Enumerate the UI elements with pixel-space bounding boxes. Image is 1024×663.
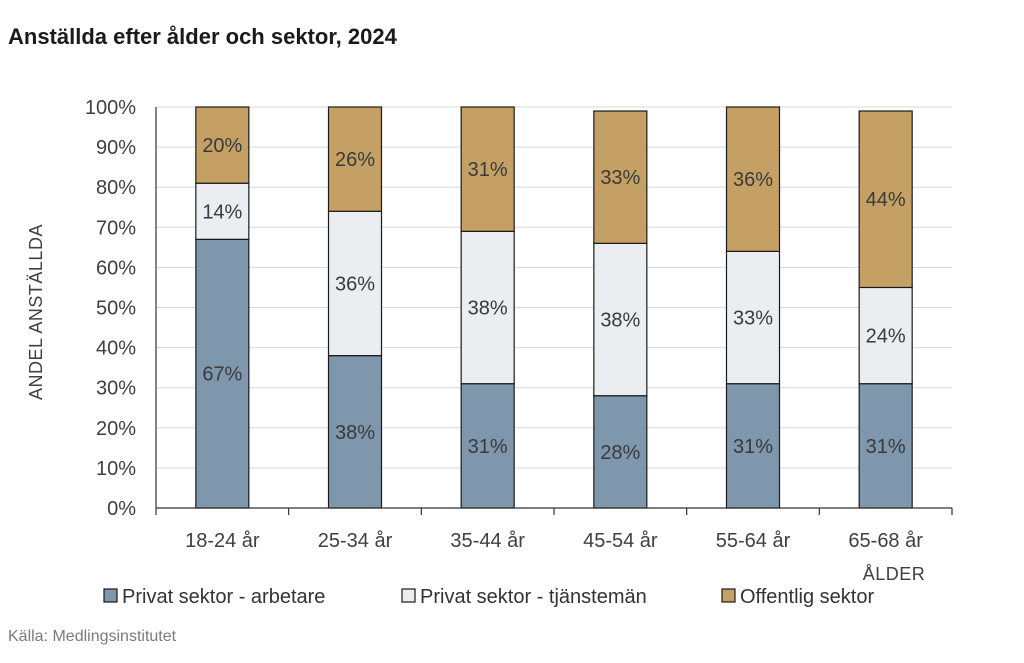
bar-segment xyxy=(460,383,515,509)
legend-label: Privat sektor - tjänstemän xyxy=(420,586,647,608)
source-note: Källa: Medlingsinstitutet xyxy=(8,628,177,645)
data-label: 26% xyxy=(335,149,375,171)
bar-segment xyxy=(858,110,913,289)
data-label: 44% xyxy=(866,189,906,211)
data-label: 33% xyxy=(733,308,773,330)
bars: 67% 14% 20% 38% 36% 26% 31% 38% 31% 28% 38% 33% 31% 3… xyxy=(195,106,913,509)
legend-swatch xyxy=(721,588,736,603)
x-tick-labels: 18-24 år 25-34 år 35-44 år 45-54 år 55-64 år… xyxy=(185,530,923,552)
bar-segment xyxy=(593,110,648,244)
data-label: 38% xyxy=(600,310,640,332)
y-tick-label: 100% xyxy=(85,97,136,119)
x-tick-label: 25-34 år xyxy=(318,530,393,552)
x-tick-label: 55-64 år xyxy=(716,530,791,552)
data-label: 36% xyxy=(733,169,773,191)
bar-segment xyxy=(725,106,781,252)
legend: Privat sektor - arbetare Privat sektor - … xyxy=(103,586,874,608)
y-tick-label: 10% xyxy=(96,458,136,480)
y-tick-label: 70% xyxy=(96,217,136,239)
data-label: 20% xyxy=(202,135,242,157)
legend-item: Privat sektor - arbetare xyxy=(103,586,325,608)
y-tick-label: 30% xyxy=(96,378,136,400)
legend-swatch xyxy=(103,588,118,603)
x-tick-label: 35-44 år xyxy=(450,530,525,552)
y-tick-label: 20% xyxy=(96,418,136,440)
legend-item: Privat sektor - tjänstemän xyxy=(401,586,647,608)
data-label: 67% xyxy=(202,364,242,386)
bar-segment xyxy=(725,383,781,509)
bar-segment xyxy=(858,383,913,509)
data-label: 31% xyxy=(468,159,508,181)
gridlines xyxy=(156,106,952,469)
data-label: 31% xyxy=(468,436,508,458)
x-tick-label: 18-24 år xyxy=(185,530,260,552)
axes xyxy=(155,107,953,515)
stacked-bar-chart: 67% 14% 20% 38% 36% 26% 31% 38% 31% 28% 38% 33% 31% 3… xyxy=(26,97,953,608)
bar-segment xyxy=(195,238,250,509)
data-label: 38% xyxy=(468,298,508,320)
bar-segment xyxy=(195,106,250,184)
data-label: 28% xyxy=(600,442,640,464)
data-label: 36% xyxy=(335,273,375,295)
data-label: 31% xyxy=(733,436,773,458)
legend-swatch xyxy=(401,588,416,603)
y-tick-label: 50% xyxy=(96,298,136,320)
data-label: 33% xyxy=(600,167,640,189)
bar-segment xyxy=(593,395,648,509)
bar-segment xyxy=(858,286,913,385)
data-label: 14% xyxy=(202,201,242,223)
y-tick-label: 80% xyxy=(96,177,136,199)
chart-title: Anställda efter ålder och sektor, 2024 xyxy=(8,24,397,49)
bar-segment xyxy=(460,106,515,232)
y-tick-label: 0% xyxy=(107,498,136,520)
y-tick-label: 60% xyxy=(96,257,136,279)
bar-segment xyxy=(460,230,515,385)
x-tick-label: 65-68 år xyxy=(848,530,923,552)
data-label: 24% xyxy=(866,326,906,348)
legend-label: Privat sektor - arbetare xyxy=(122,586,325,608)
data-label: 38% xyxy=(335,422,375,444)
bar-segment xyxy=(327,355,383,509)
legend-label: Offentlig sektor xyxy=(740,586,874,608)
x-axis-title: ÅLDER xyxy=(863,564,926,584)
data-label: 31% xyxy=(866,436,906,458)
y-tick-labels: 0% 10% 20% 30% 40% 50% 60% 70% 80% 90% 100% xyxy=(85,97,136,520)
x-tick-label: 45-54 år xyxy=(583,530,658,552)
y-tick-label: 90% xyxy=(96,137,136,159)
y-tick-label: 40% xyxy=(96,338,136,360)
legend-item: Offentlig sektor xyxy=(721,586,874,608)
bar-segment xyxy=(327,106,383,212)
y-axis-title: ANDEL ANSTÄLLDA xyxy=(26,224,46,400)
